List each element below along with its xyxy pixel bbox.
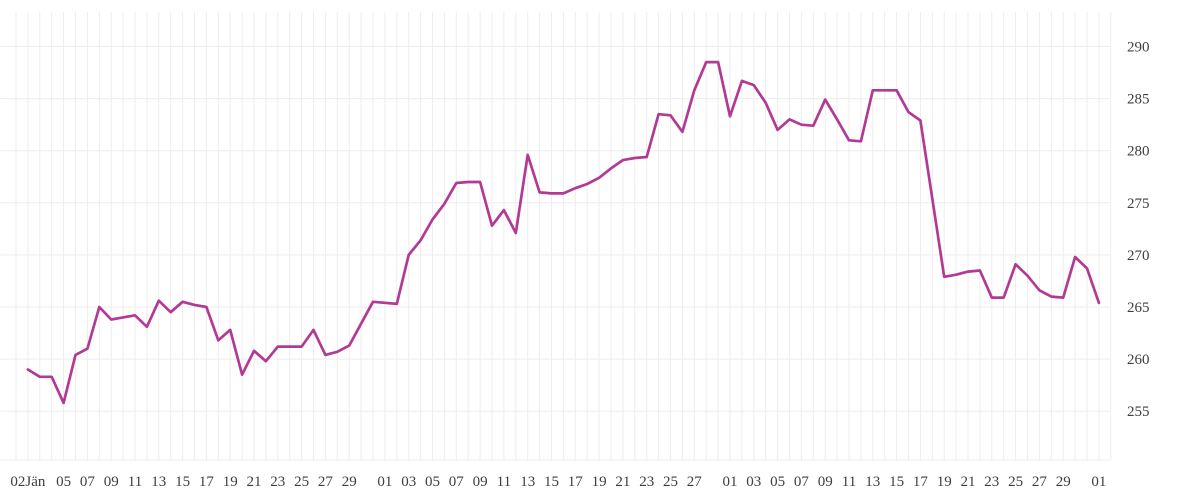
y-tick-label: 270 [1127,248,1150,264]
grid-layer [0,12,1112,461]
x-tick-label: 07 [794,474,810,490]
x-tick-label: 19 [223,474,238,490]
x-tick-label: 23 [270,474,285,490]
x-tick-label: 29 [342,474,357,490]
x-tick-label: 21 [615,474,630,490]
x-tick-label: 25 [294,474,309,490]
x-tick-label: 03 [746,474,761,490]
x-tick-label: 27 [318,474,334,490]
x-tick-label: 23 [984,474,999,490]
x-tick-label: 15 [175,474,190,490]
axis-label-layer: 290 285 280 275 270 265 260 255 02Jän 05 07 09 11 13 1… [10,40,1149,491]
x-tick-label: 17 [913,474,929,490]
x-tick-label: 13 [520,474,535,490]
x-tick-label: 19 [592,474,607,490]
x-tick-label: 17 [568,474,584,490]
x-tick-label: 11 [842,474,856,490]
x-tick-label: 23 [639,474,654,490]
x-tick-label: 01 [1091,474,1106,490]
x-tick-label: 01 [377,474,392,490]
x-tick-label: 07 [80,474,96,490]
x-tick-label: 21 [247,474,262,490]
x-tick-label: 09 [818,474,833,490]
y-tick-label: 255 [1127,404,1150,420]
x-tick-label: 15 [544,474,559,490]
y-tick-label: 280 [1127,144,1150,160]
x-tick-label: 03 [401,474,416,490]
x-tick-label: 05 [425,474,440,490]
x-tick-label: 05 [56,474,71,490]
x-tick-label: 21 [961,474,976,490]
x-tick-label: 09 [473,474,488,490]
x-tick-label: 17 [199,474,215,490]
x-tick-label: 02Jän [10,474,45,490]
x-tick-label: 25 [663,474,678,490]
series-layer [26,60,1101,405]
y-tick-label: 265 [1127,300,1150,316]
x-tick-label: 07 [449,474,465,490]
x-tick-label: 05 [770,474,785,490]
x-tick-label: 29 [1056,474,1071,490]
x-tick-label: 11 [128,474,142,490]
y-tick-label: 285 [1127,92,1150,108]
x-tick-label: 01 [723,474,738,490]
y-tick-label: 260 [1127,352,1150,368]
x-tick-label: 09 [104,474,119,490]
x-tick-label: 13 [151,474,166,490]
x-tick-label: 13 [865,474,880,490]
x-tick-label: 19 [937,474,952,490]
price-line [26,60,1101,405]
x-tick-label: 15 [889,474,904,490]
x-tick-label: 27 [687,474,703,490]
x-tick-label: 27 [1032,474,1048,490]
y-tick-label: 290 [1127,40,1150,56]
y-tick-label: 275 [1127,196,1150,212]
x-tick-label: 25 [1008,474,1023,490]
x-tick-label: 11 [497,474,511,490]
